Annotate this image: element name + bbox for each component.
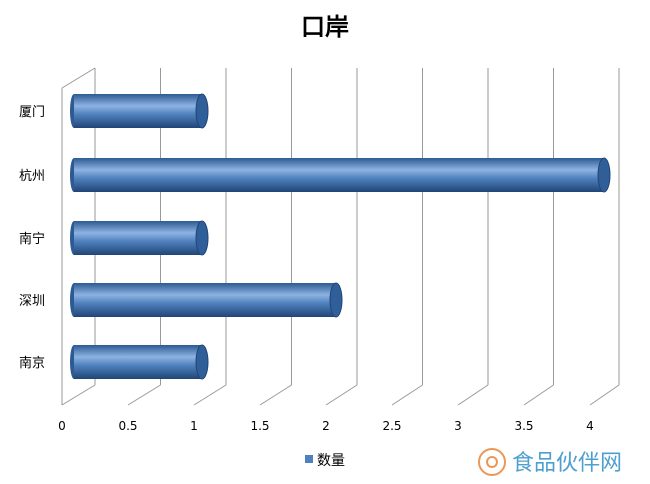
x-tick-label: 2	[322, 419, 330, 433]
x-tick-label: 0	[58, 419, 66, 433]
bar[interactable]	[70, 157, 611, 193]
gridline-floor	[127, 384, 161, 406]
bar[interactable]	[70, 93, 209, 129]
bar[interactable]	[70, 282, 343, 318]
gridline-floor	[589, 384, 620, 406]
axis-edge	[61, 67, 96, 89]
watermark-logo-icon	[478, 448, 506, 476]
legend-swatch	[305, 455, 313, 463]
bar[interactable]	[70, 344, 209, 380]
y-category-label: 厦门	[19, 105, 45, 120]
gridline-floor	[259, 384, 292, 406]
watermark: 食品伙伴网	[478, 448, 622, 476]
bar[interactable]	[70, 220, 209, 256]
gridline-floor	[193, 384, 227, 406]
legend-label[interactable]: 数量	[317, 453, 345, 469]
x-tick-label: 1.5	[250, 419, 269, 433]
y-category-label: 深圳	[19, 294, 45, 309]
x-tick-label: 3	[454, 419, 462, 433]
x-tick-label: 0.5	[118, 419, 137, 433]
x-tick-label: 2.5	[382, 419, 401, 433]
y-category-label: 南宁	[19, 231, 45, 247]
gridline-floor	[325, 384, 358, 406]
gridline-floor	[61, 384, 96, 406]
x-tick-label: 4	[586, 419, 594, 433]
chart-title: 口岸	[301, 13, 349, 41]
watermark-text: 食品伙伴网	[512, 451, 622, 476]
y-category-label: 南京	[19, 355, 45, 371]
y-category-label: 杭州	[19, 169, 45, 184]
gridline-floor	[391, 384, 423, 406]
gridline-floor	[523, 384, 554, 406]
x-tick-label: 3.5	[514, 419, 533, 433]
x-tick-label: 1	[190, 419, 198, 433]
gridline-floor	[457, 384, 489, 406]
